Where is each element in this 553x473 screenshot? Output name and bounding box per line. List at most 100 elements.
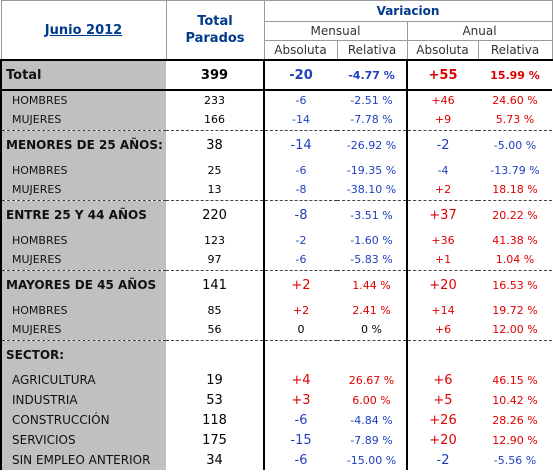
mensual-relativa: -15.00 % [346,453,397,467]
anual-relativa: 28.26 % [492,413,538,427]
anual-absoluta: +20 [406,430,478,450]
mensual-absoluta: -20 [263,59,337,91]
anual-absoluta: +46 [406,90,478,110]
row-label: SIN EMPLEO ANTERIOR [0,450,166,470]
mensual-relativa: -1.60 % [350,233,393,247]
row-label: CONSTRUCCIÓN [0,410,166,430]
total-parados: 233 [166,90,264,110]
row-label: MUJERES [0,320,166,341]
table-row: CONSTRUCCIÓN 118 -6 -4.84 % +26 28.26 % [0,410,552,430]
anual-relativa: 12.00 % [478,320,552,341]
anual-header: Anual [406,21,553,41]
table-row: AGRICULTURA 19 +4 26.67 % +6 46.15 % [0,370,552,390]
total-parados: 53 [166,390,264,410]
table-row: INDUSTRIA 53 +3 6.00 % +5 10.42 % [0,390,552,410]
mensual-absoluta: -8 [263,200,337,230]
anual-absoluta: +26 [406,410,478,430]
total-parados: 118 [166,410,264,430]
total-parados: 399 [166,59,264,91]
mensual-relativa: -38.10 % [337,180,407,201]
mensual-absoluta: +4 [263,370,337,390]
anual-absoluta: -2 [406,130,478,160]
anual-absoluta [406,340,478,370]
total-parados: 19 [166,370,264,390]
mensual-relativa: -7.89 % [350,433,393,447]
row-label: MENORES DE 25 AÑOS: [0,130,166,160]
row-label: MAYORES DE 45 AÑOS [0,270,166,300]
anual-relativa: 12.90 % [492,433,538,447]
anual-relativa: 10.42 % [492,393,538,407]
anual-relativa: 20.22 % [492,208,538,222]
mensual-relativa: -2.51 % [350,94,393,107]
anual-relativa: -5.56 % [493,453,537,467]
row-label: ENTRE 25 Y 44 AÑOS [0,200,166,230]
anual-absoluta: +55 [406,59,478,91]
mensual-relativa: 2.41 % [352,303,391,317]
row-label: INDUSTRIA [0,390,166,410]
variacion-header: Variacion [263,0,553,22]
total-parados: 56 [166,320,264,341]
mensual-absoluta: +2 [263,270,337,300]
anual-absoluta: -4 [406,160,478,180]
anual-relativa: 46.15 % [492,373,538,387]
mensual-relativa: -3.51 % [350,208,393,222]
total-parados: 97 [166,250,264,271]
row-label: HOMBRES [0,300,166,320]
row-label: SECTOR: [0,340,166,370]
total-parados: 34 [166,450,264,470]
anual-absoluta: +36 [406,230,478,250]
table-row: MUJERES 97 -6 -5.83 % +1 1.04 % [0,250,552,271]
row-label: HOMBRES [0,230,166,250]
mensual-relativa: -26.92 % [346,138,397,152]
mensual-relativa: -7.78 % [337,110,407,131]
total-row: Total 399 -20 -4.77 % +55 15.99 % [0,59,552,91]
table-row: MAYORES DE 45 AÑOS 141 +2 1.44 % +20 16.… [0,270,552,300]
total-parados: 25 [166,160,264,180]
table-row: HOMBRES 25 -6 -19.35 % -4 -13.79 % [0,160,552,180]
mensual-absoluta: +3 [263,390,337,410]
row-label: HOMBRES [0,90,166,110]
total-parados: 175 [166,430,264,450]
anual-absoluta: +5 [406,390,478,410]
table-row: HOMBRES 123 -2 -1.60 % +36 41.38 % [0,230,552,250]
anual-relativa: 15.99 % [478,59,552,91]
mensual-relativa: -4.77 % [337,59,407,91]
table-row: MENORES DE 25 AÑOS: 38 -14 -26.92 % -2 -… [0,130,552,160]
row-label: AGRICULTURA [0,370,166,390]
mensual-absoluta: -6 [263,90,337,110]
mensual-relativa: -4.84 % [350,413,393,427]
mensual-relativa: 6.00 % [352,393,391,407]
mensual-absoluta: -14 [263,110,337,131]
total-parados: 13 [166,180,264,201]
anual-relativa: 1.04 % [478,250,552,271]
row-label: Total [0,59,166,91]
mensual-absoluta: -14 [263,130,337,160]
mensual-absoluta: -2 [263,230,337,250]
mensual-absoluta: +2 [263,300,337,320]
table-row: SERVICIOS 175 -15 -7.89 % +20 12.90 % [0,430,552,450]
total-parados: 38 [166,130,264,160]
mensual-absoluta: -8 [263,180,337,201]
anual-relativa: 5.73 % [478,110,552,131]
anual-relativa: 41.38 % [492,233,538,247]
row-label: MUJERES [0,180,166,201]
anual-absoluta: +6 [406,320,478,341]
table-row: HOMBRES 233 -6 -2.51 % +46 24.60 % [0,90,552,110]
anual-absoluta: +6 [406,370,478,390]
row-label: MUJERES [0,110,166,131]
total-parados: 220 [166,200,264,230]
total-parados: 123 [166,230,264,250]
total-parados: 166 [166,110,264,131]
anual-absoluta: +9 [406,110,478,131]
total-parados [166,340,264,370]
mensual-absoluta-header: Absoluta [263,40,338,61]
anual-relativa: 19.72 % [492,303,538,317]
row-label: HOMBRES [0,160,166,180]
anual-absoluta: +14 [406,300,478,320]
period-header: Junio 2012 [0,0,167,61]
total-parados: 141 [166,270,264,300]
anual-absoluta: +37 [406,200,478,230]
mensual-relativa: -19.35 % [346,163,397,177]
table-row: ENTRE 25 Y 44 AÑOS 220 -8 -3.51 % +37 20… [0,200,552,230]
mensual-absoluta [263,340,337,370]
